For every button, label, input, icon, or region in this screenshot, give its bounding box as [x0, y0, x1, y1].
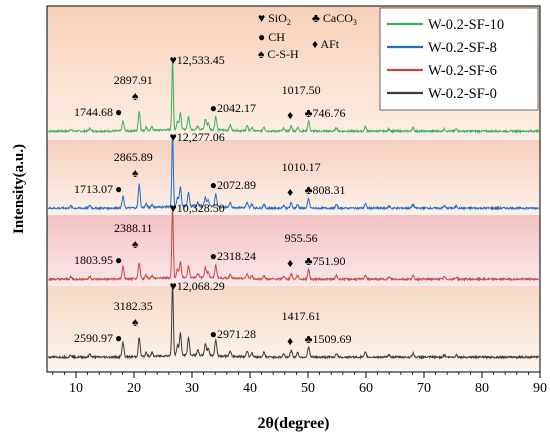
peak-marker: ♠: [132, 315, 139, 329]
peak-marker: ●2971.28: [210, 327, 256, 341]
peak-marker: ♠: [132, 237, 139, 251]
x-tick-label: 10: [69, 381, 83, 396]
x-axis-title: 2θ(degree): [257, 415, 329, 432]
peak-marker: ♦: [287, 108, 293, 122]
peak-marker: ♣1509.69: [305, 332, 352, 346]
phase-key-item: ♣ CaCO3: [312, 11, 357, 27]
y-axis-title: Intensity(a.u.): [11, 144, 27, 234]
peak-annotations: 1744.68 ●2897.91♠♥12,533.45●2042.171017.5…: [74, 53, 351, 348]
peak-label: 3182.35: [114, 299, 153, 313]
peak-marker: ●: [115, 253, 122, 267]
peak-marker: ♣746.76: [305, 106, 346, 120]
series-line: [47, 283, 540, 360]
peak-marker: ♦: [287, 334, 293, 348]
peak-marker: ●2072.89: [210, 178, 256, 192]
peak-marker: ♠: [132, 166, 139, 180]
plot-frame: [46, 5, 541, 373]
peak-marker: ♥10,328.50: [170, 201, 225, 215]
legend-label: W-0.2-SF-10: [428, 17, 504, 33]
peak-marker: ♦: [287, 185, 293, 199]
peak-label: 2388.11: [114, 221, 153, 235]
phase-key: ♥ SiO2 ♣ CaCO3 ● CH ♦ AFt ♠ C-S-H: [258, 11, 357, 61]
peak-marker: ●: [115, 182, 122, 196]
peak-marker: ♦: [287, 256, 293, 270]
background-band: [47, 140, 540, 215]
peak-marker: ●2318.24: [210, 249, 256, 263]
phase-key-item: ♦ AFt: [312, 37, 340, 51]
peak-label: 1017.50: [282, 83, 321, 97]
peak-marker: ●2042.17: [210, 101, 256, 115]
legend: W-0.2-SF-10 W-0.2-SF-8 W-0.2-SF-6 W-0.2-SF-…: [379, 7, 539, 111]
x-tick-label: 90: [533, 381, 547, 396]
phase-key-item: ♠ C-S-H: [258, 47, 299, 61]
peak-marker: ♥12,533.45: [170, 53, 225, 67]
peak-marker: ♥12,277.06: [170, 130, 225, 144]
x-tick-label: 60: [359, 381, 373, 396]
peak-marker: ♣808.31: [305, 183, 346, 197]
axes: 10 20 30 40 50 60 70 80 90 2θ(degree) Intensity(a.…: [11, 5, 547, 432]
x-tick-label: 80: [475, 381, 489, 396]
xrd-traces: [47, 60, 540, 360]
x-tick-label: 50: [301, 381, 315, 396]
peak-label: 2897.91: [114, 73, 153, 87]
peak-marker: ♣751.90: [305, 254, 346, 268]
peak-label: 2865.89: [114, 150, 153, 164]
x-tick-label: 20: [127, 381, 141, 396]
background-band: [47, 215, 540, 286]
peak-marker: ♠: [132, 89, 139, 103]
peak-marker: ♥12,068.29: [170, 279, 225, 293]
peak-label: 1713.07: [74, 182, 113, 196]
peak-label: 1417.61: [282, 309, 321, 323]
legend-label: W-0.2-SF-0: [428, 86, 497, 102]
series-line: [47, 136, 539, 211]
x-tick-label: 40: [243, 381, 257, 396]
peak-label: 955.56: [285, 231, 318, 245]
legend-label: W-0.2-SF-8: [428, 40, 497, 56]
peak-label: 2590.97: [74, 331, 113, 345]
phase-key-item: ♥ SiO2: [258, 11, 291, 27]
peak-marker: ●: [115, 105, 122, 119]
series-line: [47, 209, 540, 282]
series-line: [47, 60, 540, 135]
x-tick-label: 30: [185, 381, 199, 396]
peak-label: 1803.95: [74, 253, 113, 267]
peak-label: 1010.17: [282, 160, 321, 174]
peak-label: 1744.68: [74, 105, 113, 119]
legend-label: W-0.2-SF-6: [428, 63, 497, 79]
x-tick-label: 70: [417, 381, 431, 396]
phase-key-item: ● CH: [258, 30, 285, 44]
peak-marker: ●: [115, 331, 122, 345]
